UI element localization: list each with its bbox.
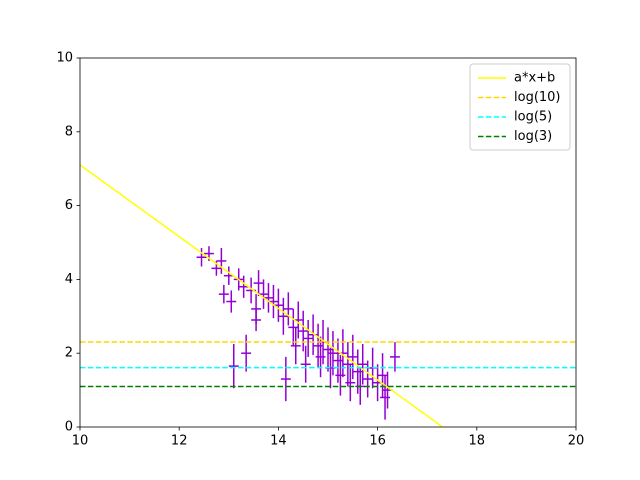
legend-label: a*x+b: [514, 71, 555, 86]
y-tick-label: 0: [65, 420, 73, 435]
y-tick-label: 4: [65, 272, 73, 287]
legend-label: log(5): [514, 110, 552, 125]
x-tick-label: 20: [568, 434, 585, 449]
x-tick-label: 10: [72, 434, 89, 449]
x-tick-label: 18: [469, 434, 486, 449]
axes-frame: [79, 57, 577, 428]
legend-label: log(10): [514, 90, 561, 105]
y-tick-label: 8: [65, 124, 73, 139]
series-line: [80, 164, 444, 427]
x-tick-label: 16: [369, 434, 386, 449]
y-tick-label: 2: [65, 346, 73, 361]
legend-label: log(3): [514, 129, 552, 144]
plot-area: [80, 164, 576, 427]
y-tick-label: 6: [65, 198, 73, 213]
y-tick-label: 10: [56, 51, 73, 66]
legend-box: [469, 63, 571, 151]
x-tick-label: 14: [270, 434, 287, 449]
x-tick-label: 12: [171, 434, 188, 449]
